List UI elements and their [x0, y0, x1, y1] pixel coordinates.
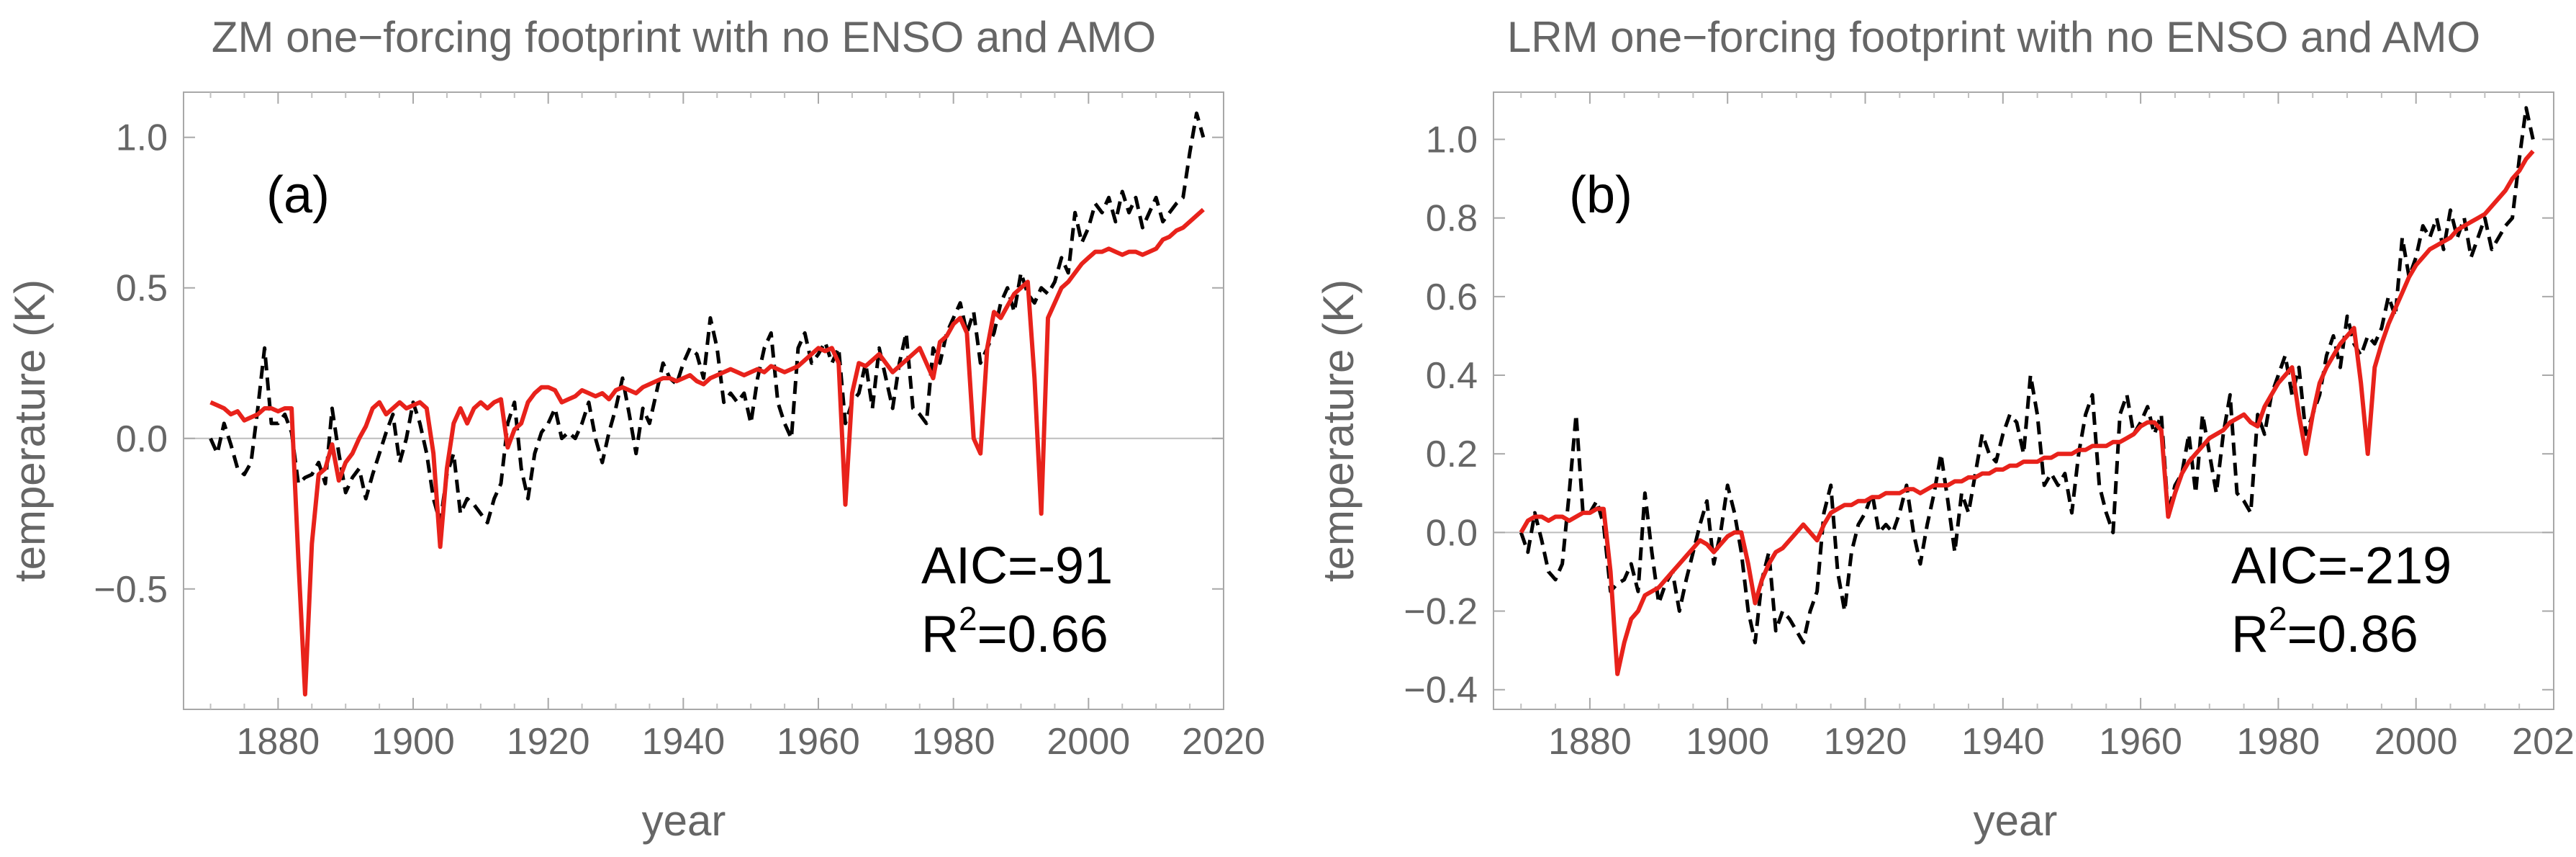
panel-a-r2-prefix: R [921, 606, 959, 663]
panel-a-x-tick-label: 1980 [912, 721, 995, 763]
panel-a-model-fit-series-line [209, 207, 1205, 697]
panel-b-y-tick-label: 1.0 [1426, 120, 1478, 161]
panel-a-r2-annotation: R2=0.66 [921, 600, 1108, 663]
panel-b-y-axis-label: temperature (K) [1314, 279, 1362, 582]
panel-a-y-tick-label: 1.0 [116, 117, 168, 159]
panel-a-x-tick-label: 2000 [1047, 721, 1130, 763]
panel-b-y-tick-label: 0.8 [1426, 198, 1478, 240]
panel-b-r2-prefix: R [2231, 606, 2269, 663]
panel-b-y-tick-label: 0.2 [1426, 434, 1478, 475]
panel-a-y-tick-label: −0.5 [94, 569, 168, 611]
panel-b-aic-annotation: AIC=-219 [2231, 537, 2451, 595]
panel-a-r2-value: =0.66 [977, 606, 1108, 663]
panel-b-x-axis-label: year [1974, 797, 2058, 845]
panel-b-x-tick-label: 2020 [2512, 721, 2576, 763]
panel-b-x-tick-label: 1940 [1961, 721, 2045, 763]
panel-b-x-tick-label: 1880 [1548, 721, 1632, 763]
panel-a-x-tick-label: 2020 [1182, 721, 1265, 763]
panel-b-y-tick-label: −0.2 [1404, 591, 1478, 633]
panel-a-x-tick-label: 1900 [371, 721, 455, 763]
panel-a-y-axis-label: temperature (K) [6, 279, 54, 582]
panel-b-frame [1493, 91, 2554, 710]
panel-a-label: (a) [266, 166, 330, 224]
panel-a-r2-superscript: 2 [959, 600, 977, 637]
panel-a-frame [183, 91, 1224, 710]
panel-b-x-tick-label: 1900 [1686, 721, 1769, 763]
panel-b-r2-annotation: R2=0.86 [2231, 600, 2418, 663]
panel-a-y-tick-label: 0.5 [116, 268, 168, 310]
panel-b-y-tick-label: 0.4 [1426, 355, 1478, 397]
panel-a-x-tick-label: 1880 [237, 721, 320, 763]
panel-a-aic-annotation: AIC=-91 [921, 537, 1113, 595]
panel-a-x-tick-label: 1940 [642, 721, 726, 763]
panel-b-title: LRM one−forcing footprint with no ENSO a… [1507, 13, 2480, 61]
panel-a: ZM one−forcing footprint with no ENSO an… [6, 13, 1265, 845]
panel-a-x-axis-label: year [642, 797, 726, 845]
panel-b-y-tick-label: 0.0 [1426, 512, 1478, 554]
panel-b-x-tick-label: 1920 [1824, 721, 1907, 763]
panel-b-model-fit-series-line [1519, 149, 2535, 676]
panel-b-x-tick-label: 1980 [2237, 721, 2320, 763]
panel-b-label: (b) [1569, 166, 1632, 224]
panel-b-y-tick-label: 0.6 [1426, 277, 1478, 318]
panel-a-x-tick-label: 1920 [507, 721, 590, 763]
panel-b-observed-series-line [1519, 106, 2535, 645]
panel-b-r2-value: =0.86 [2287, 606, 2418, 663]
panel-b-x-tick-label: 2000 [2374, 721, 2458, 763]
panel-a-x-tick-label: 1960 [777, 721, 860, 763]
panel-b-x-tick-label: 1960 [2099, 721, 2182, 763]
panel-b-y-tick-label: −0.4 [1404, 670, 1478, 712]
panel-a-y-tick-label: 0.0 [116, 418, 168, 460]
panel-b-r2-superscript: 2 [2269, 600, 2287, 637]
panel-a-title: ZM one−forcing footprint with no ENSO an… [212, 13, 1156, 61]
panel-b: LRM one−forcing footprint with no ENSO a… [1314, 13, 2576, 845]
